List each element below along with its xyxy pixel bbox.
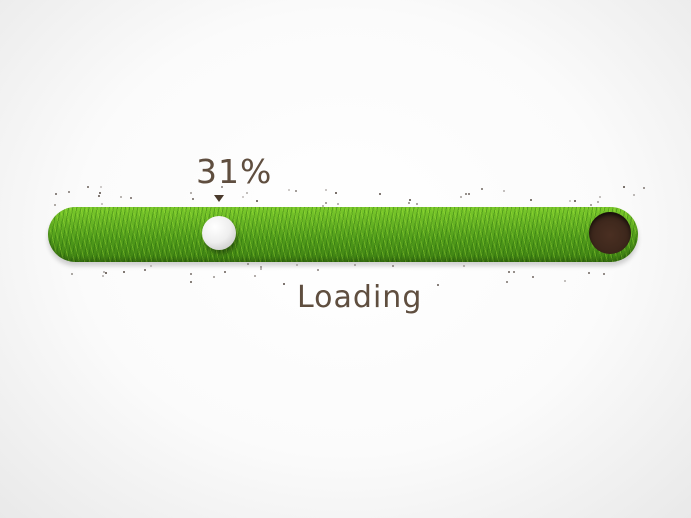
dirt-speck — [334, 192, 337, 195]
dirt-speck — [245, 192, 248, 195]
dirt-speck — [468, 192, 471, 195]
dirt-speck — [223, 271, 226, 274]
triangle-down-icon — [214, 195, 224, 202]
dirt-speck — [143, 269, 146, 272]
golf-hole-icon — [589, 212, 631, 254]
dirt-speck — [97, 195, 100, 198]
dirt-speck — [287, 189, 290, 192]
dirt-speck — [408, 199, 411, 202]
dirt-speck — [98, 192, 101, 194]
dirt-speck — [190, 281, 193, 284]
dirt-speck — [190, 192, 193, 195]
dirt-speck — [391, 265, 394, 268]
dirt-speck — [505, 280, 508, 283]
dirt-speck — [283, 282, 286, 285]
dirt-speck — [190, 272, 193, 275]
dirt-speck — [71, 273, 74, 276]
progress-track — [48, 207, 638, 262]
dirt-speck — [507, 270, 510, 273]
dirt-speck — [104, 271, 107, 274]
dirt-speck — [408, 202, 411, 205]
dirt-speck — [532, 275, 534, 278]
dirt-speck — [67, 191, 70, 194]
dirt-speck — [321, 204, 324, 207]
dirt-speck — [259, 265, 262, 268]
dirt-speck — [120, 196, 123, 199]
dirt-speck — [86, 185, 89, 188]
dirt-speck — [530, 199, 533, 202]
dirt-speck — [462, 265, 465, 268]
dirt-speck — [102, 271, 105, 274]
dirt-speck — [192, 198, 195, 201]
dirt-speck — [54, 204, 57, 207]
dirt-speck — [590, 204, 593, 207]
dirt-speck — [220, 186, 223, 189]
dirt-speck — [324, 189, 327, 192]
dirt-speck — [459, 196, 462, 198]
dirt-speck — [588, 271, 591, 274]
dirt-speck — [317, 269, 320, 272]
dirt-speck — [415, 203, 418, 206]
dirt-speck — [632, 193, 635, 196]
dirt-speck — [324, 201, 327, 204]
dirt-speck — [130, 196, 133, 199]
dirt-speck — [481, 188, 484, 191]
loading-label: Loading — [297, 280, 423, 315]
dirt-speck — [643, 186, 646, 189]
dirt-speck — [503, 189, 506, 192]
dirt-speck — [337, 202, 340, 205]
dirt-speck — [569, 199, 572, 202]
dirt-speck — [437, 283, 440, 286]
dirt-speck — [150, 265, 153, 267]
dirt-speck — [465, 193, 468, 196]
progress-percent-label: 31% — [196, 152, 273, 191]
dirt-speck — [123, 271, 126, 274]
dirt-speck — [101, 274, 104, 277]
dirt-speck — [564, 280, 567, 283]
golf-ball-icon — [202, 216, 236, 250]
dirt-speck — [213, 276, 216, 279]
dirt-speck — [256, 199, 259, 202]
dirt-speck — [602, 272, 605, 275]
dirt-speck — [622, 186, 625, 188]
dirt-speck — [260, 268, 263, 271]
dirt-speck — [354, 263, 357, 266]
dirt-speck — [379, 192, 382, 195]
dirt-speck — [296, 263, 299, 266]
dirt-speck — [242, 195, 245, 198]
dirt-speck — [295, 190, 298, 192]
dirt-speck — [55, 193, 58, 196]
dirt-speck — [512, 270, 515, 273]
dirt-speck — [573, 200, 576, 203]
dirt-speck — [599, 196, 602, 199]
dirt-speck — [253, 275, 256, 278]
dirt-speck — [247, 262, 250, 265]
dirt-speck — [99, 185, 102, 188]
dirt-speck — [596, 200, 599, 203]
dirt-speck — [100, 202, 103, 205]
